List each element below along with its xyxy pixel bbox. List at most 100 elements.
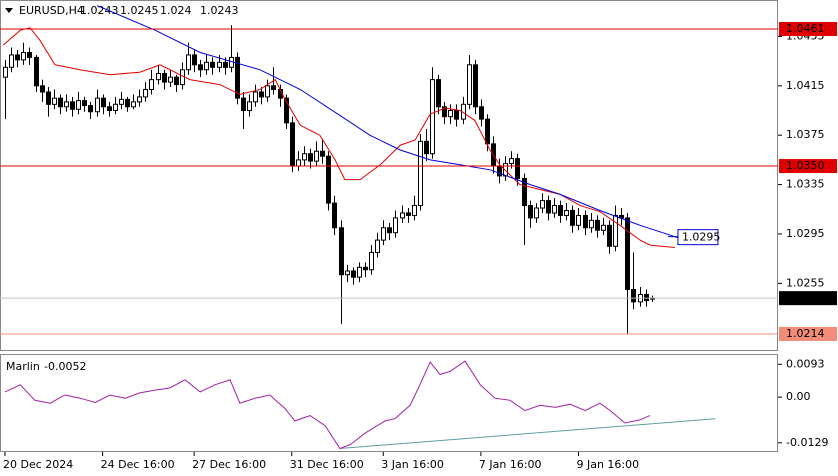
candle-body [467, 64, 472, 105]
candle-body [296, 159, 301, 167]
candle-body [15, 54, 20, 61]
x-tick-label: 27 Dec 16:00 [192, 458, 266, 471]
candle-body [436, 79, 441, 108]
candle-body [119, 98, 124, 105]
x-tick-label: 9 Jan 16:00 [576, 458, 639, 471]
candle-body [387, 227, 392, 234]
candle-body [625, 217, 630, 291]
candle-body [76, 100, 81, 110]
candle-body [58, 97, 63, 108]
candle-body [308, 153, 313, 162]
y-tick-label: 1.0335 [786, 178, 825, 191]
y-tick-label: -0.0129 [786, 436, 828, 449]
candle-body [284, 97, 289, 124]
candle-body [332, 202, 337, 229]
candle-body [418, 140, 423, 207]
candle-body [570, 209, 575, 226]
candle-body [265, 85, 270, 98]
candle-body [522, 177, 527, 207]
candle-body [149, 79, 154, 91]
candle-body [534, 207, 539, 219]
candle-body [393, 217, 398, 234]
x-tick-label: 20 Dec 2024 [3, 458, 73, 471]
candle-body [320, 150, 325, 157]
candle-body [3, 66, 8, 78]
candle-body [345, 270, 350, 276]
candle-body [131, 101, 136, 108]
high-value: 1.0245 [120, 4, 159, 17]
candle-body [9, 54, 14, 68]
candle-body [406, 212, 411, 216]
candle-body [509, 158, 514, 165]
candle-body [271, 85, 276, 91]
candle-body [381, 227, 386, 241]
candle-body [357, 266, 362, 278]
candle-body [412, 205, 417, 216]
main-panel [0, 0, 778, 351]
indicator-panel [0, 354, 778, 452]
candle-body [528, 205, 533, 219]
candle-body [473, 64, 478, 108]
candle-body [168, 76, 173, 83]
trend-line [339, 418, 716, 449]
candle-body [253, 91, 258, 103]
candle-body [302, 153, 307, 161]
moving-average [96, 5, 679, 239]
indicator-title: Marlin [6, 360, 40, 373]
candle-body [101, 97, 106, 108]
y-tick-label: 0.0093 [786, 357, 825, 370]
level-label: 1.0461 [786, 22, 825, 35]
candle-body [88, 105, 93, 113]
candle-body [162, 72, 167, 83]
candle-body [247, 101, 252, 111]
level-label: 1.0214 [786, 327, 825, 340]
candle-body [290, 122, 295, 167]
candle-body [82, 100, 87, 107]
candle-body [21, 51, 26, 61]
menu-triangle [5, 8, 13, 13]
candle-body [204, 61, 209, 71]
indicator-line [4, 360, 651, 450]
y-tick-label: 1.0295 [786, 227, 825, 240]
y-tick-label: 1.0375 [786, 128, 825, 141]
level-label: 1.0350 [786, 159, 825, 172]
ma-label-box [677, 229, 719, 246]
candle-body [235, 56, 240, 99]
chart-title: EURUSD,H4 [19, 4, 84, 17]
candle-body [125, 98, 130, 108]
candle-body [583, 214, 588, 229]
x-tick-label: 7 Jan 16:00 [479, 458, 542, 471]
ma-label: 1.0295 [682, 231, 721, 244]
level-label-box [779, 326, 837, 341]
candle-body [631, 289, 636, 303]
open-value: 1.0243 [80, 4, 119, 17]
candle-body [369, 251, 374, 271]
price-label-box [779, 291, 837, 306]
candle-body [540, 200, 545, 209]
candle-body [351, 270, 356, 278]
y-tick-label: 0.00 [786, 390, 811, 403]
candle-body [46, 91, 51, 105]
candle-body [259, 91, 264, 98]
candle-body [442, 106, 447, 118]
candle-body [156, 72, 161, 81]
x-tick-label: 24 Dec 16:00 [101, 458, 175, 471]
candle-body [210, 61, 215, 68]
candle-body [70, 101, 75, 110]
candle-body [454, 109, 459, 120]
candle-body [430, 79, 435, 155]
low-value: 1.024 [160, 4, 192, 17]
candle-body [27, 51, 32, 58]
candle-body [564, 209, 569, 216]
candle-body [576, 214, 581, 226]
candle-body [217, 61, 222, 68]
candle-body [601, 224, 606, 231]
x-tick-label: 3 Jan 16:00 [381, 458, 444, 471]
indicator-value: -0.0052 [44, 360, 86, 373]
candle-body [558, 205, 563, 216]
candle-body [34, 56, 39, 87]
price-label: 1.0243 [786, 291, 825, 304]
candle-body [595, 219, 600, 231]
candle-body [613, 214, 618, 247]
candle-body [40, 85, 45, 93]
